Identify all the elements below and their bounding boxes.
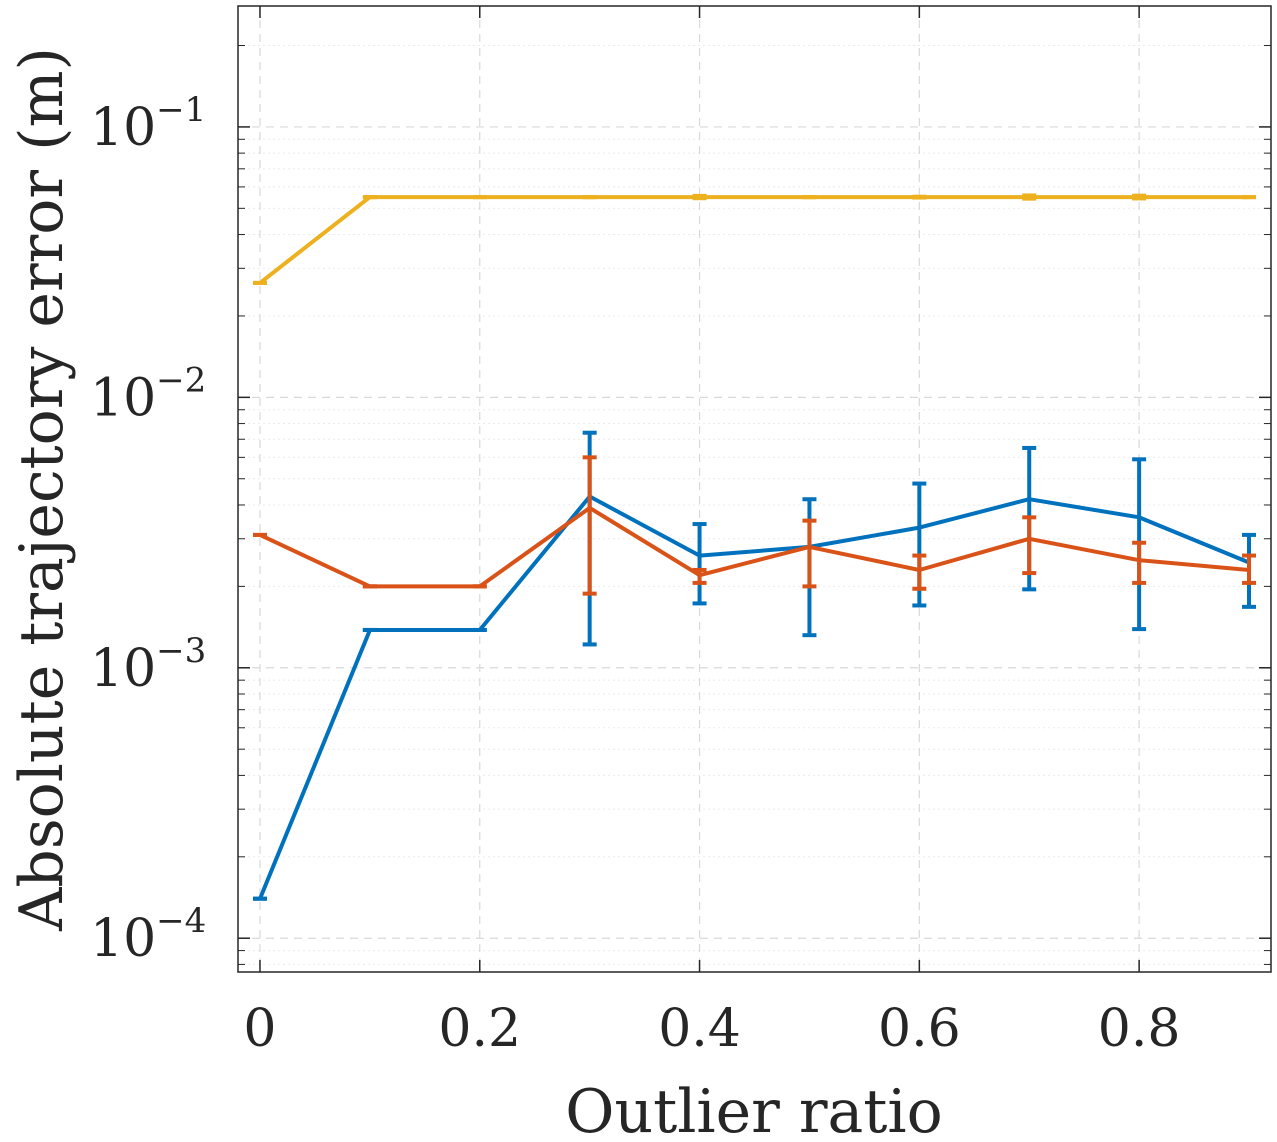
y-tick-labels: 10−410−310−210−1 [90, 90, 206, 969]
y-tick-label-base: 10 [90, 909, 156, 969]
series-0-line [258, 195, 1249, 285]
x-tick-labels: 0 0.2 0.4 0.6 0.8 [243, 999, 1180, 1059]
series-2-errorbar [1022, 515, 1037, 576]
y-tick-label-exponent: −2 [156, 360, 206, 400]
series-2-errorbar [1132, 540, 1147, 585]
series-0-errorbar [912, 194, 927, 200]
grid [238, 6, 1271, 972]
series-layer [252, 193, 1257, 901]
y-tick-label: 10−2 [90, 360, 206, 428]
x-axis-label: Outlier ratio [565, 1077, 942, 1142]
series-0-errorbar [1132, 193, 1147, 201]
y-tick-label: 10−4 [90, 901, 206, 969]
y-tick-label-base: 10 [90, 98, 156, 158]
y-axis-label: Absolute trajectory error (m) [7, 47, 77, 932]
plot-background [238, 6, 1271, 972]
y-tick-label: 10−3 [90, 631, 206, 699]
x-tick-label: 0 [243, 999, 276, 1059]
y-tick-label-exponent: −3 [156, 631, 206, 671]
series-2-errorbar [1242, 553, 1257, 585]
series-2 [252, 455, 1257, 596]
y-tick-label-exponent: −1 [156, 90, 206, 130]
series-1-line [258, 494, 1250, 900]
y-tick-label-exponent: −4 [156, 901, 206, 941]
series-2-errorbar [582, 455, 597, 596]
series-2-errorbar [802, 518, 817, 589]
x-tick-label: 0.8 [1098, 999, 1181, 1059]
x-tick-label: 0.6 [878, 999, 961, 1059]
series-2-errorbar [912, 553, 927, 591]
series-2-line [259, 505, 1250, 589]
series-0-errorbar [1022, 193, 1037, 201]
x-tick-label: 0.2 [438, 999, 521, 1059]
y-tick-label-base: 10 [90, 639, 156, 699]
series-1-errorbar [692, 522, 707, 606]
series-0-errorbar [692, 193, 707, 201]
x-tick-label: 0.4 [658, 999, 741, 1059]
y-tick-label: 10−1 [90, 90, 206, 158]
y-tick-label-base: 10 [90, 368, 156, 428]
ticks [238, 6, 1271, 972]
series-2-errorbar [692, 567, 707, 585]
plot-frame [237, 5, 1272, 973]
series-0 [252, 193, 1257, 285]
